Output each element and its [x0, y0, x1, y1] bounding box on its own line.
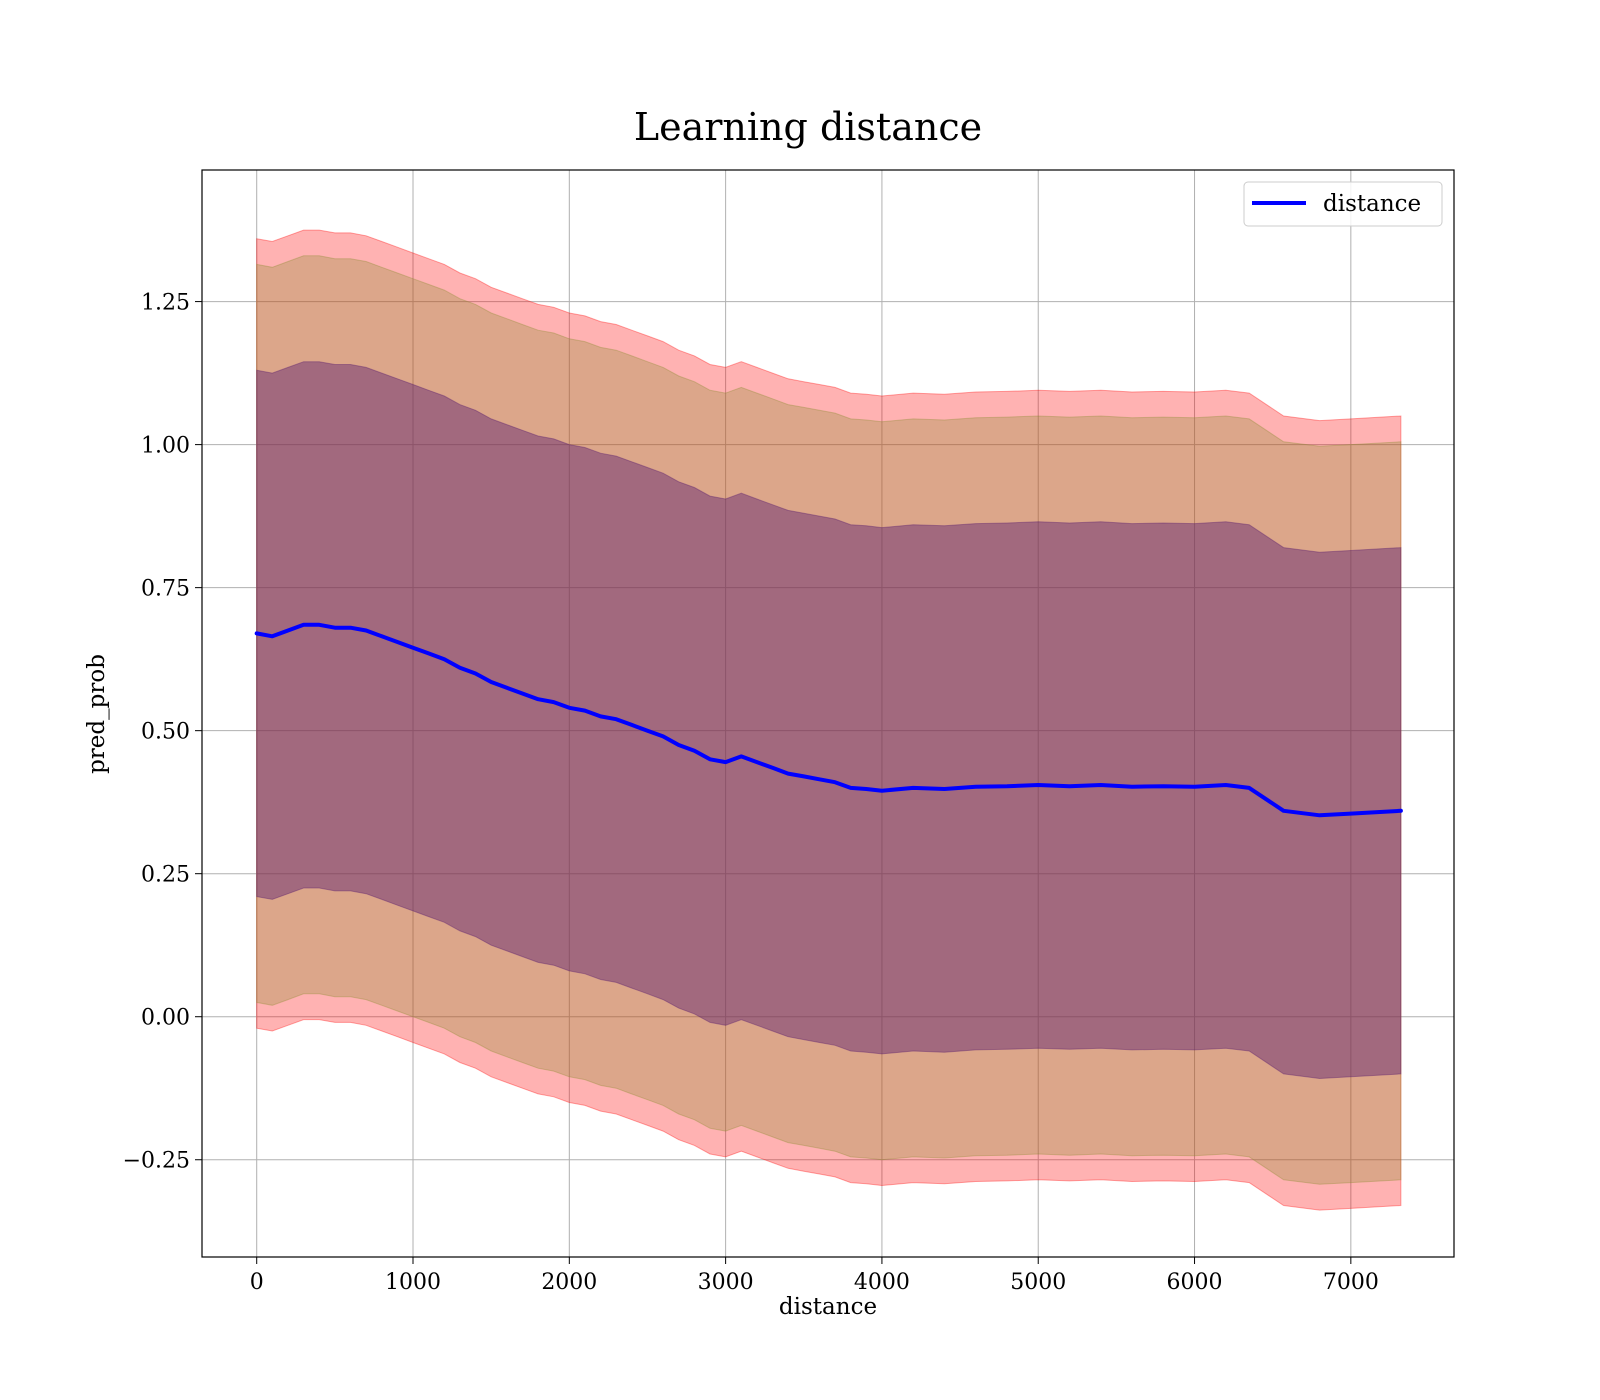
- band-outer: [256, 229, 1402, 1211]
- plot-frame: [201, 169, 1455, 1258]
- y-tick-label: 1.00: [141, 434, 190, 459]
- y-tick-label: 0.75: [141, 577, 190, 602]
- x-tick-label: 0: [250, 1270, 264, 1295]
- x-tick-label: 5000: [1010, 1270, 1066, 1295]
- confidence-bands: [256, 229, 1402, 1211]
- y-tick-label: 0.50: [141, 720, 190, 745]
- chart-title: Learning distance: [634, 105, 982, 149]
- y-tick-label: 1.25: [141, 291, 190, 316]
- x-tick-label: 7000: [1323, 1270, 1379, 1295]
- y-tick-label: 0.25: [141, 863, 190, 888]
- x-axis-label: distance: [779, 1294, 877, 1320]
- x-tick-label: 2000: [541, 1270, 597, 1295]
- series-line-distance: [254, 622, 1403, 818]
- y-tick-label: 0.00: [141, 1006, 190, 1031]
- y-axis-label: pred_prob: [84, 654, 110, 774]
- x-tick-label: 4000: [854, 1270, 910, 1295]
- x-tick-label: 3000: [698, 1270, 754, 1295]
- y-tick-label: −0.25: [123, 1149, 190, 1174]
- grid: [202, 170, 1454, 1257]
- legend-box: [1243, 181, 1443, 227]
- x-axis: 0 1000 2000 3000 4000 5000 6000 7000: [250, 1257, 1379, 1295]
- band-mid: [256, 255, 1402, 1185]
- legend-label: distance: [1323, 191, 1421, 217]
- band-inner: [256, 361, 1402, 1080]
- y-axis: −0.25 0.00 0.25 0.50 0.75 1.00 1.25: [123, 291, 202, 1174]
- x-tick-label: 6000: [1167, 1270, 1223, 1295]
- series-lines: [254, 622, 1403, 818]
- legend: distance: [1243, 181, 1443, 227]
- x-tick-label: 1000: [385, 1270, 441, 1295]
